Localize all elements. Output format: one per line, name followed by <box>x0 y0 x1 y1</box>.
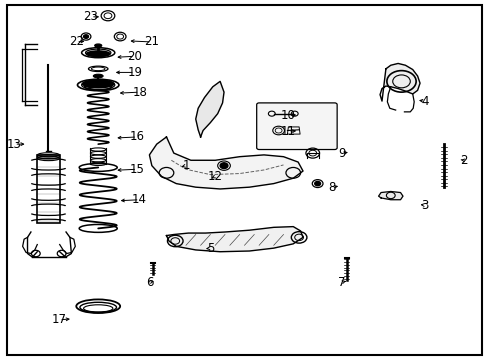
Text: 19: 19 <box>127 66 142 79</box>
Text: 15: 15 <box>129 163 144 176</box>
Text: 7: 7 <box>338 276 345 289</box>
Text: 23: 23 <box>83 10 98 23</box>
Text: 14: 14 <box>132 193 147 206</box>
Text: 5: 5 <box>206 242 214 255</box>
Circle shape <box>83 35 88 39</box>
Text: 12: 12 <box>207 170 223 183</box>
Text: 22: 22 <box>69 35 83 49</box>
Polygon shape <box>195 81 224 137</box>
Text: 6: 6 <box>145 276 153 289</box>
Text: 10: 10 <box>281 109 295 122</box>
FancyBboxPatch shape <box>256 103 336 149</box>
Text: 17: 17 <box>52 313 66 327</box>
Bar <box>37 155 60 223</box>
Text: 2: 2 <box>459 154 467 167</box>
Text: 13: 13 <box>7 138 22 150</box>
Polygon shape <box>378 192 402 200</box>
Text: 20: 20 <box>127 50 142 63</box>
Polygon shape <box>149 137 303 189</box>
Ellipse shape <box>93 74 103 78</box>
Ellipse shape <box>95 44 102 47</box>
Text: 3: 3 <box>420 199 427 212</box>
Ellipse shape <box>81 79 115 89</box>
Polygon shape <box>166 226 303 252</box>
Ellipse shape <box>85 50 111 57</box>
Text: 18: 18 <box>132 86 147 99</box>
Text: 1: 1 <box>182 159 189 172</box>
Ellipse shape <box>88 85 108 89</box>
Text: 21: 21 <box>144 35 159 49</box>
Text: 4: 4 <box>420 95 428 108</box>
Circle shape <box>314 181 320 186</box>
Text: 8: 8 <box>328 181 335 194</box>
Circle shape <box>220 163 227 168</box>
Text: 11: 11 <box>280 125 295 138</box>
Polygon shape <box>379 63 419 101</box>
Text: 16: 16 <box>129 130 144 144</box>
Text: 9: 9 <box>338 147 345 159</box>
